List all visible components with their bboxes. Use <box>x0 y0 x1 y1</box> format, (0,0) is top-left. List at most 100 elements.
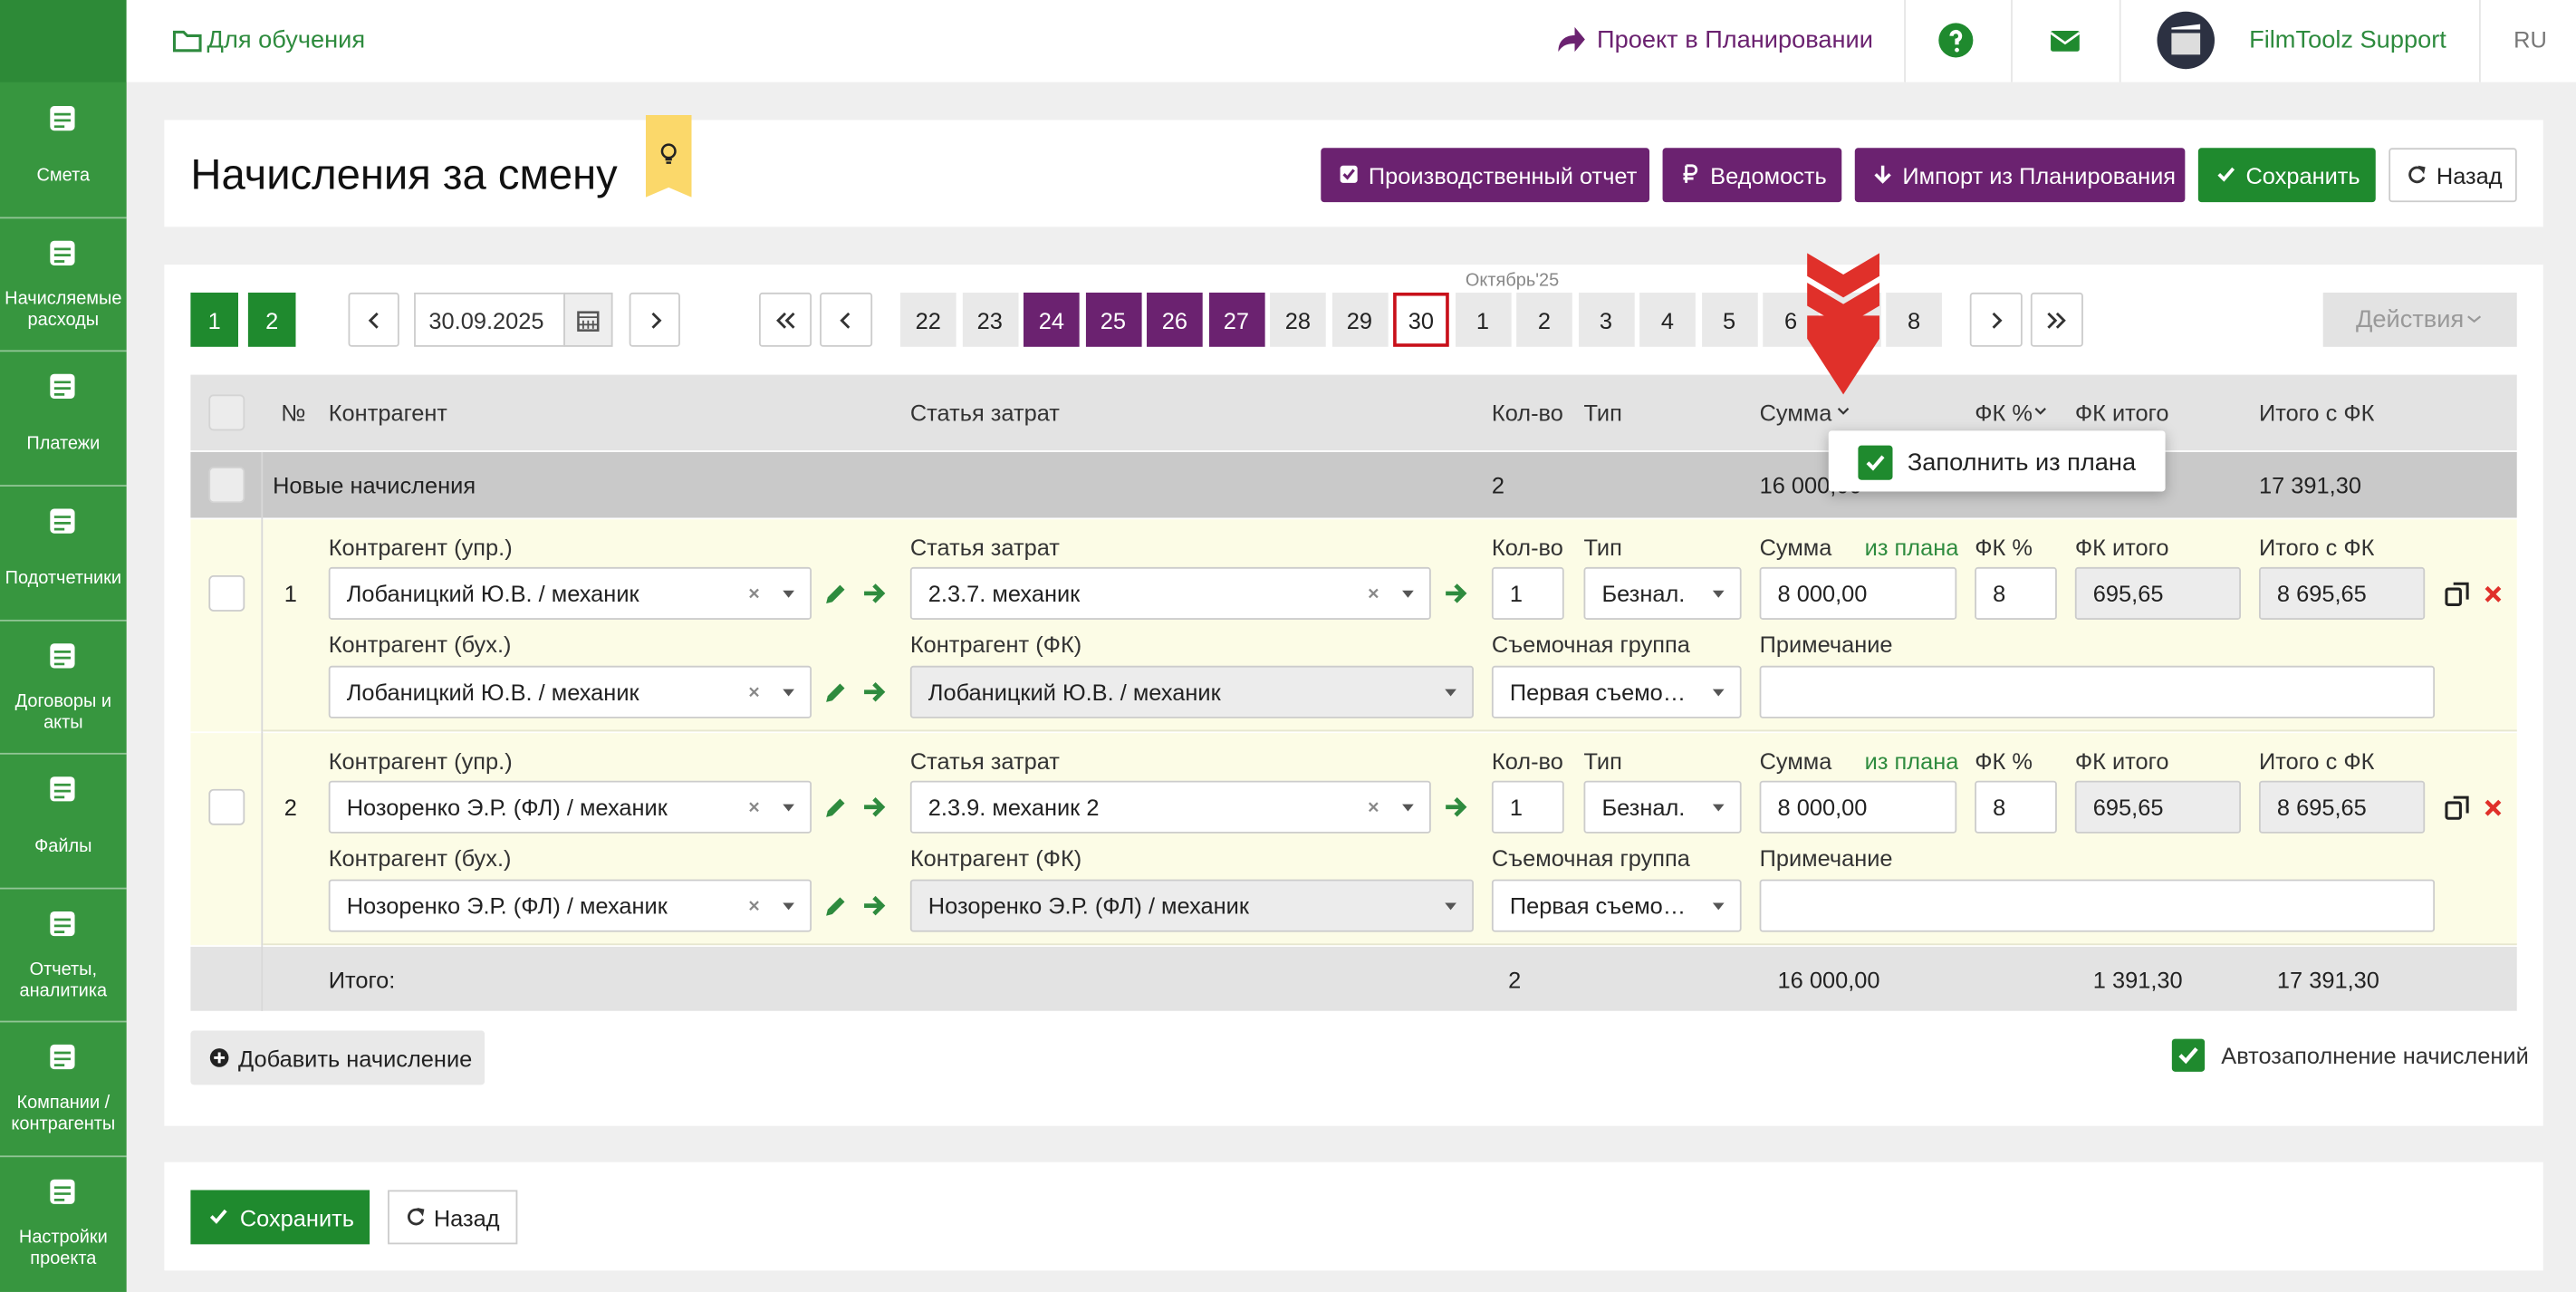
sidebar-item[interactable]: Подотчетники <box>5 567 122 588</box>
day-button[interactable]: 28 <box>1270 292 1326 347</box>
nav-button[interactable] <box>348 292 399 347</box>
day-button[interactable]: 27 <box>1208 292 1264 347</box>
user-name[interactable]: FilmToolz Support <box>2249 25 2446 53</box>
sidebar-item[interactable]: Начисляемые расходы <box>5 289 122 331</box>
clear-icon[interactable] <box>745 684 762 700</box>
help-icon[interactable] <box>1938 23 1974 58</box>
menu-item[interactable]: Заполнить из плана <box>1907 448 2137 477</box>
header-button[interactable]: Производственный отчет <box>1321 148 1650 203</box>
go-icon[interactable] <box>860 794 887 820</box>
go-icon[interactable] <box>1443 794 1469 820</box>
delete-icon[interactable] <box>2483 583 2504 605</box>
nav-button[interactable] <box>2030 292 2083 347</box>
nav-button[interactable] <box>820 292 873 347</box>
note-input[interactable] <box>1759 665 2436 718</box>
manager-select[interactable]: Лобаницкий Ю.В. / механик <box>328 566 812 620</box>
plan-link[interactable]: из плана <box>1864 534 1959 561</box>
row-checkbox[interactable] <box>208 788 245 825</box>
qty-input[interactable]: 1 <box>1491 780 1564 834</box>
day-button[interactable]: 29 <box>1331 292 1388 347</box>
copy-icon[interactable] <box>2443 580 2471 608</box>
date-input[interactable]: 30.09.2025 <box>414 292 565 347</box>
clear-icon[interactable] <box>1365 799 1381 815</box>
clear-icon[interactable] <box>745 898 762 914</box>
fk-total-field[interactable]: 695,65 <box>2074 566 2242 620</box>
day-button[interactable]: 3 <box>1578 292 1634 347</box>
day-button[interactable]: 30 <box>1393 292 1449 347</box>
day-button[interactable]: 2 <box>1516 292 1572 347</box>
fk-party-select[interactable]: Лобаницкий Ю.В. / механик <box>909 665 1474 718</box>
crew-select[interactable]: Первая съемо… <box>1491 879 1742 932</box>
edit-icon[interactable] <box>823 680 848 705</box>
fk-input[interactable]: 8 <box>1975 780 2057 834</box>
go-icon[interactable] <box>860 679 887 705</box>
day-button[interactable]: 24 <box>1023 292 1080 347</box>
total-field[interactable]: 8 695,65 <box>2258 566 2426 620</box>
cost-select[interactable]: 2.3.7. механик <box>909 566 1431 620</box>
fk-total-field[interactable]: 695,65 <box>2074 780 2242 834</box>
clear-icon[interactable] <box>745 585 762 602</box>
header-button[interactable]: Назад <box>2389 148 2517 203</box>
header-checkbox[interactable] <box>208 394 245 431</box>
note-input[interactable] <box>1759 879 2436 932</box>
total-field[interactable]: 8 695,65 <box>2258 780 2426 834</box>
language[interactable]: RU <box>2514 26 2547 53</box>
actions-button[interactable]: Действия <box>2322 292 2517 347</box>
go-icon[interactable] <box>1443 580 1469 606</box>
delete-icon[interactable] <box>2483 797 2504 819</box>
fk-party-select[interactable]: Нозоренко Э.Р. (ФЛ) / механик <box>909 879 1474 932</box>
nav-button[interactable] <box>1969 292 2023 347</box>
clear-icon[interactable] <box>1365 585 1381 602</box>
project-link[interactable]: Для обучения <box>207 25 366 53</box>
page-button[interactable]: 1 <box>190 292 239 347</box>
day-button[interactable]: 1 <box>1455 292 1511 347</box>
sidebar-item[interactable]: Отчеты, аналитика <box>19 959 108 1001</box>
day-button[interactable]: 25 <box>1085 292 1141 347</box>
crew-select[interactable]: Первая съемо… <box>1491 665 1742 718</box>
day-button[interactable]: 5 <box>1701 292 1757 347</box>
planning-link[interactable]: Проект в Планировании <box>1597 25 1873 53</box>
plan-link[interactable]: из плана <box>1864 747 1959 775</box>
go-icon[interactable] <box>860 580 887 606</box>
sidebar-item[interactable]: Файлы <box>34 835 92 856</box>
clear-icon[interactable] <box>745 799 762 815</box>
row-checkbox[interactable] <box>208 574 245 612</box>
copy-icon[interactable] <box>2443 794 2471 822</box>
day-button[interactable]: 4 <box>1639 292 1696 347</box>
sum-input[interactable]: 8 000,00 <box>1759 566 1957 620</box>
go-icon[interactable] <box>860 892 887 919</box>
edit-icon[interactable] <box>823 795 848 820</box>
fk-input[interactable]: 8 <box>1975 566 2057 620</box>
mail-icon[interactable] <box>2047 24 2083 57</box>
day-button[interactable]: 22 <box>899 292 956 347</box>
nav-button[interactable] <box>758 292 812 347</box>
sidebar-item[interactable]: Платежи <box>26 433 101 453</box>
qty-input[interactable]: 1 <box>1491 566 1564 620</box>
type-select[interactable]: Безнал. <box>1583 780 1742 834</box>
page-button[interactable]: 2 <box>247 292 296 347</box>
select-caret <box>783 689 794 697</box>
accounting-select[interactable]: Лобаницкий Ю.В. / механик <box>328 665 812 718</box>
day-button[interactable]: 23 <box>961 292 1018 347</box>
autofill-label[interactable]: Автозаполнение начислений <box>2221 1042 2529 1069</box>
manager-select[interactable]: Нозоренко Э.Р. (ФЛ) / механик <box>328 780 812 834</box>
avatar[interactable] <box>2157 11 2216 70</box>
sum-input[interactable]: 8 000,00 <box>1759 780 1957 834</box>
nav-button[interactable] <box>629 292 680 347</box>
edit-icon[interactable] <box>823 894 848 919</box>
sort-chevron[interactable] <box>2031 401 2051 421</box>
header-button[interactable]: Импорт из Планирования <box>1854 148 2186 203</box>
sidebar-item[interactable]: Договоры и акты <box>14 691 112 734</box>
edit-icon[interactable] <box>823 582 848 606</box>
day-button[interactable]: 26 <box>1147 292 1203 347</box>
day-button[interactable]: 8 <box>1886 292 1942 347</box>
add-button[interactable]: Добавить начисление <box>190 1030 485 1085</box>
group-checkbox[interactable] <box>208 467 245 504</box>
sidebar-item[interactable]: Компании / контрагенты <box>11 1093 116 1134</box>
sidebar-item[interactable]: Настройки проекта <box>18 1228 108 1269</box>
accounting-select[interactable]: Нозоренко Э.Р. (ФЛ) / механик <box>328 879 812 932</box>
cost-select[interactable]: 2.3.9. механик 2 <box>909 780 1431 834</box>
sort-chevron[interactable] <box>1833 401 1853 421</box>
sidebar-item[interactable]: Смета <box>36 165 91 186</box>
calendar-button[interactable] <box>563 292 613 347</box>
